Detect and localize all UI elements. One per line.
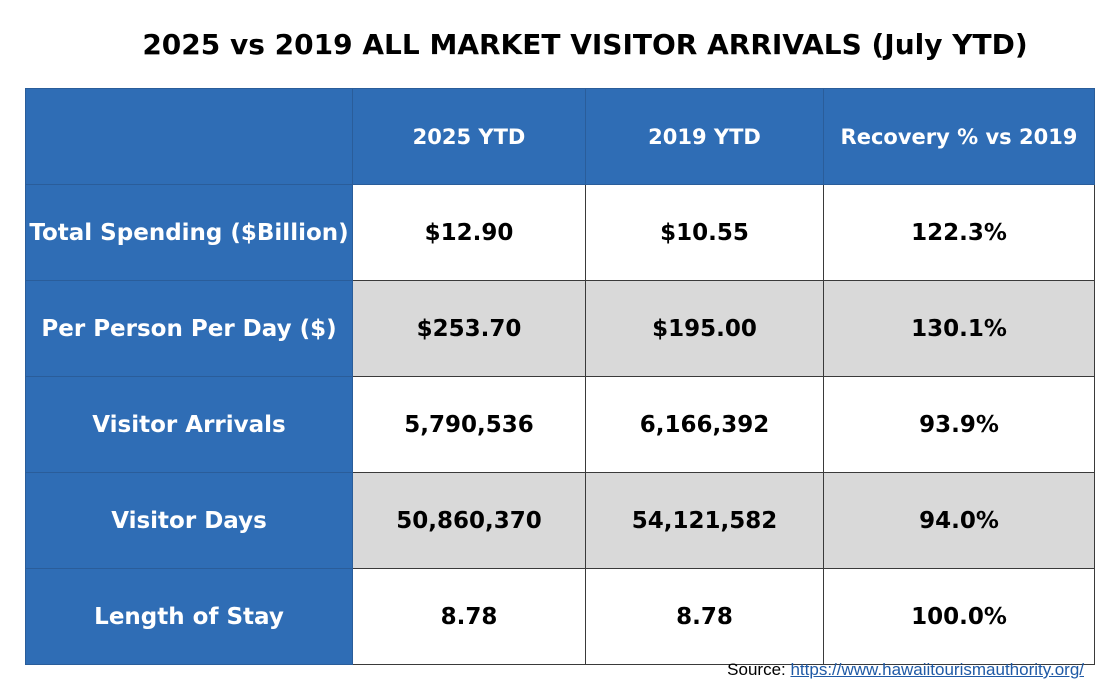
row-label: Visitor Arrivals: [25, 376, 353, 473]
page-title: 2025 vs 2019 ALL MARKET VISITOR ARRIVALS…: [142, 28, 1028, 61]
header-row: 2025 YTD 2019 YTD Recovery % vs 2019: [25, 88, 1095, 185]
table-row: Total Spending ($Billion) $12.90 $10.55 …: [25, 184, 1095, 281]
table-cell: 93.9%: [823, 376, 1095, 473]
table-cell: $10.55: [585, 184, 824, 281]
table-cell: $12.90: [352, 184, 586, 281]
table-cell: $195.00: [585, 280, 824, 377]
header-cell-empty: [25, 88, 353, 185]
table-cell: 6,166,392: [585, 376, 824, 473]
table-cell: 5,790,536: [352, 376, 586, 473]
table-row: Length of Stay 8.78 8.78 100.0%: [25, 568, 1095, 665]
header-cell-recovery: Recovery % vs 2019: [823, 88, 1095, 185]
table-row: Visitor Arrivals 5,790,536 6,166,392 93.…: [25, 376, 1095, 473]
table-row: Visitor Days 50,860,370 54,121,582 94.0%: [25, 472, 1095, 569]
source-prefix: Source:: [727, 660, 791, 679]
row-label: Total Spending ($Billion): [25, 184, 353, 281]
table-cell: 8.78: [352, 568, 586, 665]
row-label: Visitor Days: [25, 472, 353, 569]
table-cell: 130.1%: [823, 280, 1095, 377]
table-cell: 122.3%: [823, 184, 1095, 281]
row-label: Length of Stay: [25, 568, 353, 665]
table-cell: 50,860,370: [352, 472, 586, 569]
table-row: Per Person Per Day ($) $253.70 $195.00 1…: [25, 280, 1095, 377]
table-cell: 94.0%: [823, 472, 1095, 569]
table-cell: 100.0%: [823, 568, 1095, 665]
header-cell-2025: 2025 YTD: [352, 88, 586, 185]
table-cell: $253.70: [352, 280, 586, 377]
data-table: 2025 YTD 2019 YTD Recovery % vs 2019 Tot…: [25, 88, 1095, 665]
table-cell: 8.78: [585, 568, 824, 665]
header-cell-2019: 2019 YTD: [585, 88, 824, 185]
row-label: Per Person Per Day ($): [25, 280, 353, 377]
source-link[interactable]: https://www.hawaiitourismauthority.org/: [790, 660, 1084, 679]
table-cell: 54,121,582: [585, 472, 824, 569]
source-note: Source: https://www.hawaiitourismauthori…: [727, 660, 1084, 680]
